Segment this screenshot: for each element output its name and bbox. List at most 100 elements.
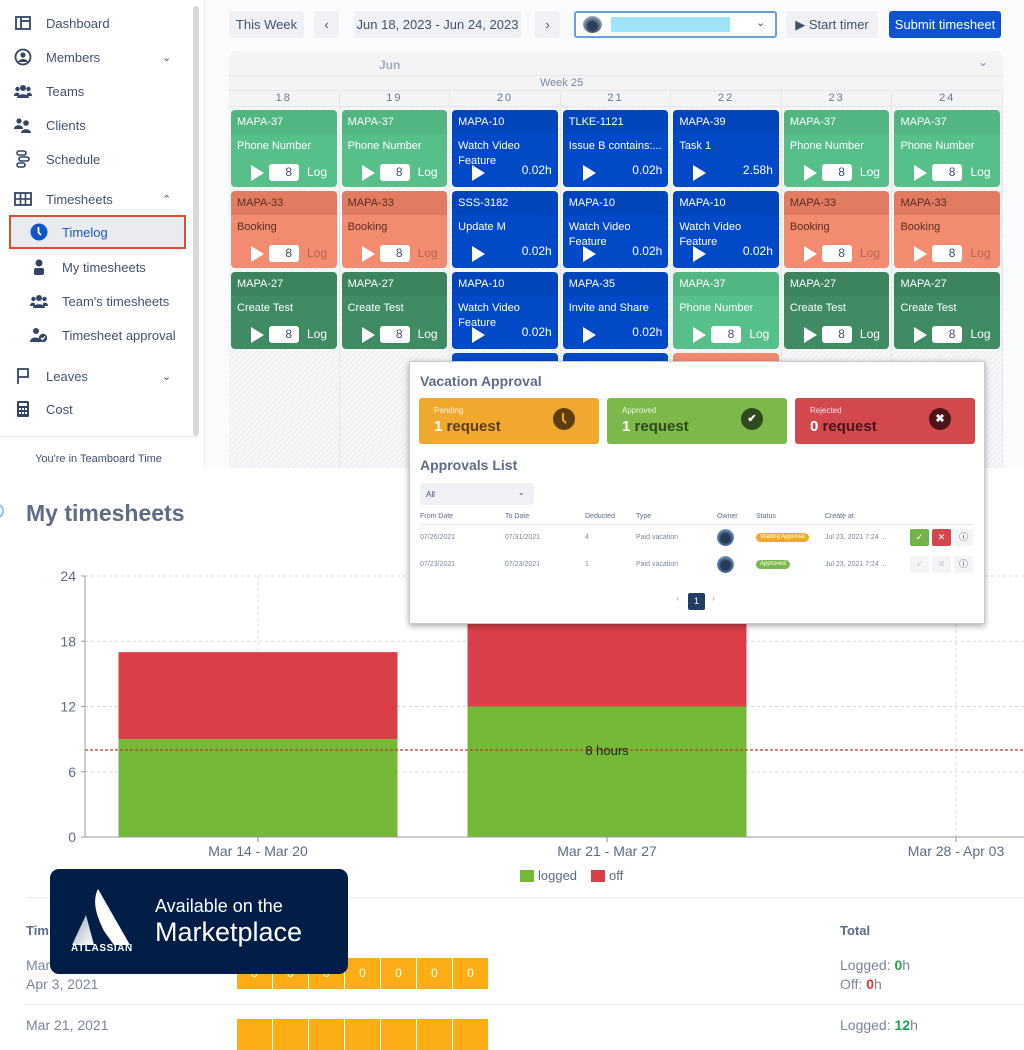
- hours-input[interactable]: 8: [932, 245, 963, 262]
- hours-input[interactable]: 8: [269, 245, 299, 262]
- log-button[interactable]: Log: [970, 327, 991, 341]
- task-card[interactable]: MAPA-37 Phone Number 8 Log: [341, 110, 448, 187]
- legend-off[interactable]: off: [591, 868, 623, 883]
- hours-input[interactable]: 8: [269, 164, 299, 181]
- submit-timesheet-button[interactable]: Submit timesheet: [889, 11, 1001, 38]
- task-card[interactable]: MAPA-37 Phone Number 8 Log: [673, 272, 779, 349]
- date-range[interactable]: Jun 18, 2023 - Jun 24, 2023: [354, 11, 521, 38]
- task-card[interactable]: MAPA-10 Watch Video Feature 0.02h: [562, 191, 669, 268]
- task-card[interactable]: MAPA-33 Booking 8 Log: [894, 191, 1001, 268]
- log-button[interactable]: Log: [859, 327, 880, 341]
- play-icon[interactable]: [582, 327, 596, 343]
- hours-input[interactable]: 8: [379, 245, 410, 262]
- next-week-button[interactable]: ›: [535, 11, 560, 38]
- play-icon[interactable]: [914, 165, 928, 181]
- sidebar-item-teams[interactable]: Teams: [0, 76, 190, 106]
- task-card[interactable]: MAPA-37 Phone Number 8 Log: [894, 110, 1001, 187]
- play-icon[interactable]: [914, 327, 928, 343]
- hours-input[interactable]: 8: [821, 245, 852, 262]
- this-week-button[interactable]: This Week: [229, 11, 304, 38]
- prev-week-button[interactable]: ‹: [314, 11, 339, 38]
- task-card[interactable]: MAPA-33 Booking 8 Log: [231, 191, 337, 268]
- sidebar-item-members[interactable]: Members ⌄: [0, 42, 190, 72]
- hours-input[interactable]: 8: [711, 326, 742, 343]
- hours-input[interactable]: 8: [379, 326, 410, 343]
- prev-page-button[interactable]: ‹: [676, 593, 679, 603]
- play-icon[interactable]: [582, 165, 596, 181]
- log-button[interactable]: Log: [417, 327, 438, 341]
- sidebar-scrollbar[interactable]: [193, 6, 199, 436]
- bar-logged[interactable]: [118, 739, 398, 837]
- task-card[interactable]: MAPA-10 Watch Video Feature 0.02h: [452, 110, 558, 187]
- day-cell[interactable]: 0: [381, 958, 417, 989]
- sidebar-item-dashboard[interactable]: Dashboard: [0, 8, 190, 38]
- stat-pending[interactable]: Pending 1 request: [419, 398, 599, 444]
- log-button[interactable]: Log: [859, 165, 880, 179]
- log-button[interactable]: Log: [970, 165, 991, 179]
- reject-button[interactable]: ✕: [932, 556, 951, 573]
- play-icon[interactable]: [582, 246, 596, 262]
- sidebar-item-timelog[interactable]: Timelog: [9, 215, 186, 249]
- log-button[interactable]: Log: [749, 327, 770, 341]
- log-button[interactable]: Log: [859, 246, 880, 260]
- bar-off[interactable]: [467, 619, 747, 707]
- reject-button[interactable]: ✕: [932, 529, 951, 546]
- task-card[interactable]: MAPA-39 Task 1 2.58h: [673, 110, 779, 187]
- play-icon[interactable]: [361, 165, 375, 181]
- task-card[interactable]: MAPA-37 Phone Number 8 Log: [783, 110, 890, 187]
- atlassian-marketplace-badge[interactable]: ATLASSIAN Available on the Marketplace: [50, 869, 348, 974]
- play-icon[interactable]: [803, 246, 817, 262]
- next-page-button[interactable]: ›: [712, 593, 715, 603]
- hours-input[interactable]: 8: [932, 164, 963, 181]
- task-card[interactable]: MAPA-35 Invite and Share 0.02h: [562, 272, 669, 349]
- task-card[interactable]: TLKE-1121 Issue B contains:... 0.02h: [562, 110, 669, 187]
- task-card[interactable]: MAPA-33 Booking 8 Log: [341, 191, 448, 268]
- task-card[interactable]: MAPA-27 Create Test 8 Log: [341, 272, 448, 349]
- log-button[interactable]: Log: [417, 246, 438, 260]
- sidebar-item-team-s-timesheets[interactable]: Team's timesheets: [0, 286, 190, 316]
- play-icon[interactable]: [361, 327, 375, 343]
- log-button[interactable]: Log: [307, 165, 328, 179]
- column-header[interactable]: From Date: [420, 513, 454, 520]
- log-button[interactable]: Log: [970, 246, 991, 260]
- stat-approved[interactable]: Approved 1 request ✔: [607, 398, 787, 444]
- play-icon[interactable]: [251, 246, 264, 262]
- column-header[interactable]: Type: [636, 513, 652, 520]
- collapse-chevron-icon[interactable]: ⌄: [978, 55, 989, 69]
- bar-off[interactable]: [118, 652, 398, 740]
- task-card[interactable]: MAPA-37 Phone Number 8 Log: [231, 110, 337, 187]
- play-icon[interactable]: [251, 327, 264, 343]
- play-icon[interactable]: [251, 165, 264, 181]
- log-button[interactable]: Log: [417, 165, 438, 179]
- sidebar-item-cost[interactable]: Cost: [0, 394, 190, 424]
- page-1-button[interactable]: 1: [688, 593, 705, 610]
- stat-rejected[interactable]: Rejected 0 request ✖: [795, 398, 975, 444]
- sidebar-item-leaves[interactable]: Leaves ⌄: [0, 361, 190, 391]
- sidebar-item-timesheet-approval[interactable]: Timesheet approval: [0, 320, 190, 350]
- play-icon[interactable]: [803, 327, 817, 343]
- play-icon[interactable]: [472, 246, 486, 262]
- sidebar-item-clients[interactable]: Clients: [0, 110, 190, 140]
- play-icon[interactable]: [693, 327, 707, 343]
- play-icon[interactable]: [803, 165, 817, 181]
- status-filter-select[interactable]: All ⌄: [420, 483, 534, 505]
- sidebar-item-timesheets[interactable]: Timesheets ⌃: [0, 184, 190, 214]
- hours-input[interactable]: 8: [269, 326, 299, 343]
- hours-input[interactable]: 8: [932, 326, 963, 343]
- approve-button[interactable]: ✓: [910, 556, 929, 573]
- task-card[interactable]: MAPA-27 Create Test 8 Log: [783, 272, 890, 349]
- hours-input[interactable]: 8: [379, 164, 410, 181]
- task-card[interactable]: MAPA-27 Create Test 8 Log: [894, 272, 1001, 349]
- task-card[interactable]: MAPA-10 Watch Video Feature 0.02h: [452, 272, 558, 349]
- hours-input[interactable]: 8: [821, 164, 852, 181]
- column-header[interactable]: To Date: [505, 513, 530, 520]
- hours-input[interactable]: 8: [821, 326, 852, 343]
- user-select[interactable]: ⌄: [574, 11, 777, 38]
- task-card[interactable]: MAPA-27 Create Test 8 Log: [231, 272, 337, 349]
- day-cell[interactable]: 0: [345, 958, 381, 989]
- play-icon[interactable]: [914, 246, 928, 262]
- log-button[interactable]: Log: [307, 327, 328, 341]
- task-card[interactable]: MAPA-10 Watch Video Feature 0.02h: [673, 191, 779, 268]
- play-icon[interactable]: [693, 246, 707, 262]
- play-icon[interactable]: [472, 327, 486, 343]
